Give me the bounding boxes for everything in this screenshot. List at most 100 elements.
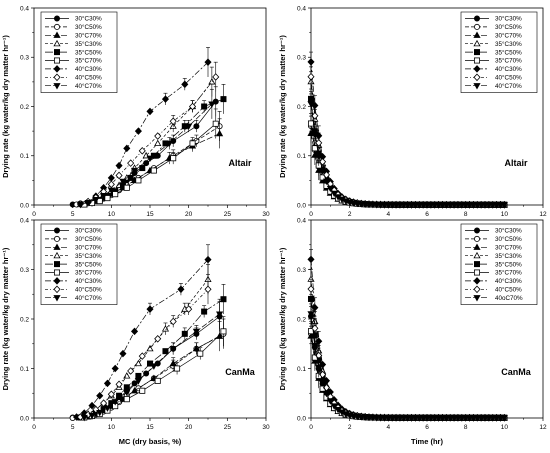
data-point — [115, 171, 123, 180]
data-point — [150, 363, 158, 370]
series-line — [310, 81, 505, 206]
data-point — [201, 308, 208, 315]
data-point — [204, 255, 212, 264]
data-point — [188, 102, 197, 111]
legend-marker — [473, 57, 480, 64]
data-point — [104, 195, 111, 202]
legend-entry: 30°C30% — [495, 227, 522, 235]
data-point — [119, 178, 127, 186]
series-line — [310, 313, 505, 419]
legend-marker — [473, 285, 481, 294]
data-point — [185, 305, 193, 313]
data-point — [212, 73, 220, 81]
legend-entry: 30°C50% — [495, 235, 522, 243]
y-tick-label: 0.4 — [297, 217, 306, 224]
data-point — [322, 178, 331, 185]
series-9 — [307, 93, 508, 209]
legend-entry: 35°C70% — [495, 269, 522, 277]
legend-entry: 40°C30% — [495, 65, 522, 73]
legend-entry: 35°C50% — [75, 260, 102, 268]
legend-entry: 40°C50% — [495, 74, 522, 82]
data-point — [80, 414, 88, 422]
legend-marker — [53, 285, 61, 294]
data-point — [204, 58, 212, 66]
series-9 — [76, 88, 216, 209]
y-tick-label: 0.4 — [20, 217, 29, 224]
series-line — [310, 101, 505, 206]
data-point — [161, 95, 170, 103]
data-point — [330, 190, 338, 198]
x-tick-label: 6 — [425, 211, 429, 218]
data-point — [150, 167, 157, 174]
data-point — [111, 399, 119, 406]
panel-label: Altair — [504, 158, 528, 168]
x-tick-label: 10 — [501, 424, 509, 431]
data-point — [307, 255, 315, 264]
legend-entry: 30°C70% — [495, 244, 522, 252]
x-tick-label: 10 — [108, 424, 116, 431]
data-point — [130, 167, 139, 175]
data-point — [307, 328, 314, 335]
x-tick-label: 4 — [387, 424, 391, 431]
series-line — [310, 76, 505, 206]
legend-entry: 30°C70% — [75, 244, 102, 252]
legend: 30°C30%30°C50%30°C70%35°C30%35°C50%35°C7… — [40, 11, 118, 93]
legend-box — [460, 223, 538, 305]
y-tick-label: 0.3 — [297, 55, 306, 62]
data-point — [100, 193, 108, 200]
legend-entry: 30°C70% — [495, 32, 522, 40]
legend-marker — [53, 277, 61, 285]
x-tick-label: 0 — [32, 211, 36, 218]
legend-marker — [53, 243, 61, 250]
legend-marker — [473, 31, 481, 38]
legend-marker — [54, 57, 61, 64]
series-line — [80, 76, 217, 205]
y-tick-label: 0.4 — [20, 5, 29, 12]
data-point — [107, 180, 115, 189]
data-point — [197, 350, 204, 357]
legend-entry: 35°C50% — [75, 48, 102, 56]
legend-marker — [54, 261, 61, 268]
data-point — [315, 337, 323, 345]
y-tick-label: 0.2 — [297, 104, 306, 111]
data-point — [311, 342, 319, 350]
chart-panel-2: 0 2 4 6 8 10 12 0.0 0.1 0.2 0.3 0.4 Drying rate (kg … — [278, 5, 547, 218]
legend-marker — [54, 15, 61, 22]
legend-entry: 40°C70% — [495, 82, 522, 90]
legend-marker — [473, 23, 480, 30]
data-point — [216, 129, 224, 137]
data-point — [134, 359, 142, 367]
y-tick-label: 0.0 — [297, 415, 306, 422]
data-point — [127, 174, 134, 181]
series-line — [310, 316, 505, 419]
legend-marker — [54, 23, 61, 30]
legend-entry: 30°C50% — [495, 23, 522, 31]
data-point — [127, 367, 135, 375]
y-tick-label: 0.1 — [297, 153, 306, 160]
data-point — [185, 123, 193, 131]
y-tick-label: 0.0 — [20, 202, 29, 209]
x-tick-label: 0 — [32, 424, 36, 431]
data-point — [92, 196, 100, 204]
series-9 — [80, 298, 224, 422]
legend: 30°C30%30°C50%30°C70%35°C30%35°C50%35°C7… — [460, 11, 538, 93]
legend-marker — [473, 15, 480, 22]
x-tick-label: 12 — [539, 211, 547, 218]
panel-label: CanMa — [501, 367, 531, 377]
data-point — [307, 101, 315, 108]
data-point — [208, 101, 216, 108]
data-point — [130, 386, 139, 394]
y-tick-label: 0.0 — [20, 415, 29, 422]
legend-entry: 35°C30% — [495, 252, 522, 260]
legend-marker — [473, 39, 481, 47]
series-9 — [307, 303, 508, 422]
data-point — [138, 352, 146, 360]
legend-entry: 40oC70% — [495, 295, 523, 302]
data-point — [146, 155, 154, 163]
legend-entry: 30°C30% — [495, 15, 522, 23]
legend-box — [460, 11, 538, 93]
data-point — [192, 344, 200, 352]
data-point — [135, 372, 142, 379]
data-point — [111, 364, 119, 373]
series-5 — [307, 88, 508, 208]
